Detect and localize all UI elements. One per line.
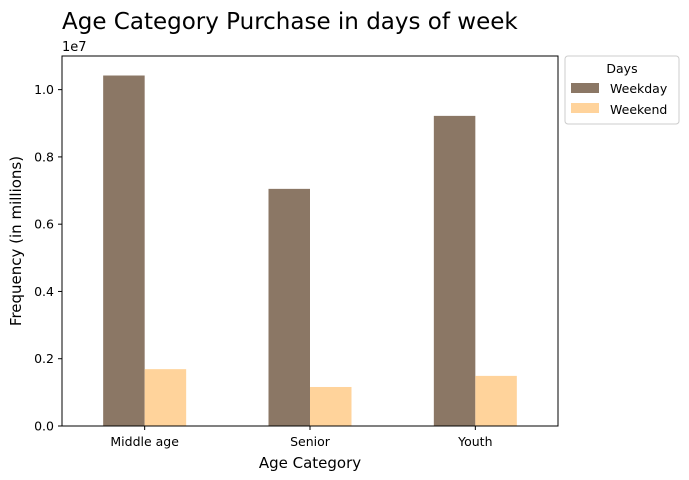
bar-weekend-senior: [310, 386, 352, 426]
y-offset-label: 1e7: [62, 40, 87, 55]
legend-label-weekend: Weekend: [610, 102, 667, 117]
y-tick-label: 0.0: [34, 419, 54, 434]
y-tick-label: 0.8: [34, 149, 54, 164]
x-tick-label-senior: Senior: [290, 434, 331, 449]
x-axis-label: Age Category: [259, 454, 361, 472]
bar-weekend-youth: [475, 375, 517, 426]
legend-label-weekday: Weekday: [610, 81, 668, 96]
y-tick-label: 0.4: [34, 284, 54, 299]
legend-swatch-weekday: [571, 83, 599, 93]
bar-weekday-middle-age: [103, 75, 145, 426]
y-tick-label: 0.6: [34, 217, 54, 232]
chart-title: Age Category Purchase in days of week: [62, 9, 518, 35]
x-tick-label-youth: Youth: [457, 434, 492, 449]
legend-title: Days: [606, 61, 637, 76]
legend-swatch-weekend: [571, 103, 599, 113]
x-tick-label-middle-age: Middle age: [110, 434, 179, 449]
y-tick-label: 1.0: [34, 82, 54, 97]
bar-weekday-senior: [268, 188, 310, 426]
y-tick-label: 0.2: [34, 351, 54, 366]
y-axis-label: Frequency (in millions): [7, 156, 25, 326]
bar-weekday-youth: [433, 115, 476, 426]
legend: Days Weekday Weekend: [564, 55, 680, 125]
bar-weekend-middle-age: [144, 369, 187, 426]
